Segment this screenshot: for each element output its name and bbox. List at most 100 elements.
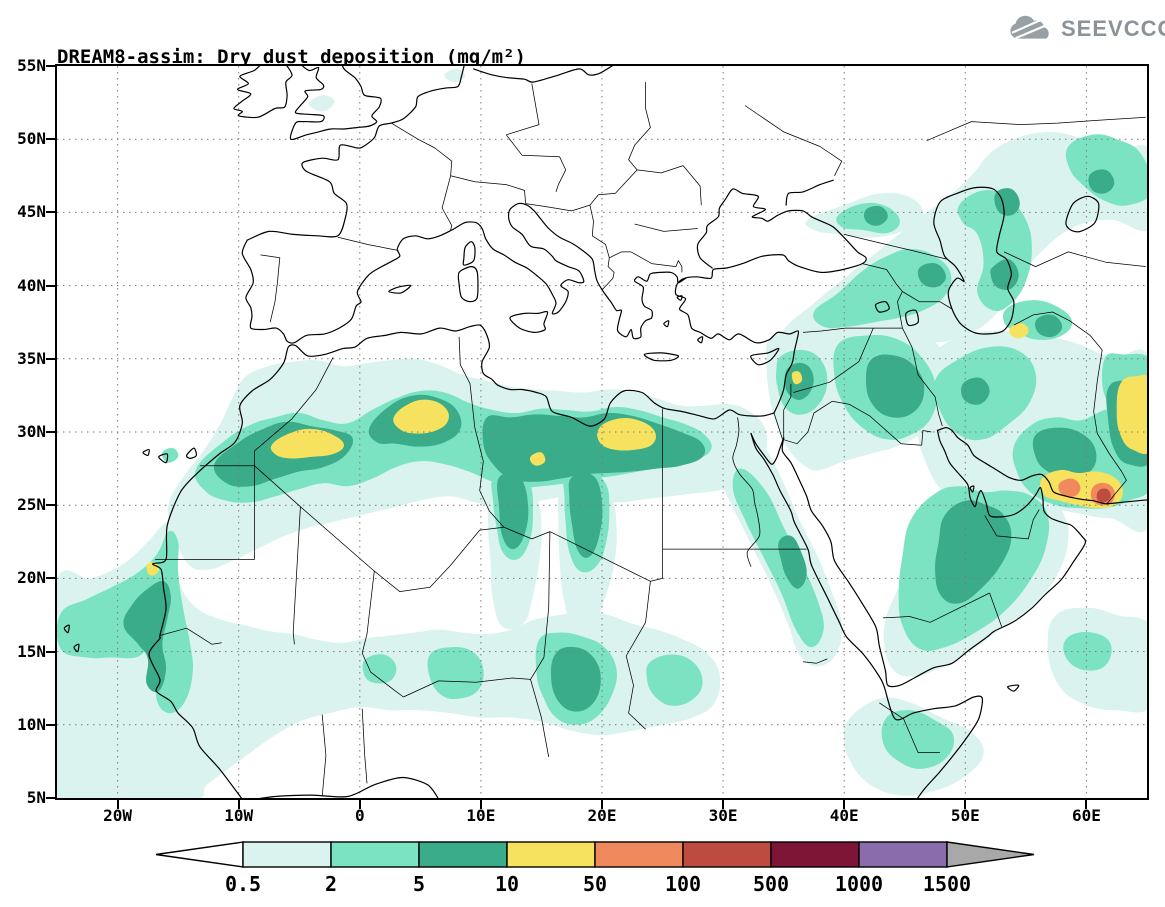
lat-tick-55N: [46, 65, 55, 67]
coastline: [750, 432, 785, 465]
lat-tick-10N: [46, 723, 55, 726]
dust-field-level4: [1058, 478, 1081, 498]
lat-label-40N: 40N: [17, 275, 46, 295]
country-border: [832, 400, 922, 446]
coastline: [509, 310, 549, 334]
colorbar-cell-5: [682, 841, 772, 868]
river: [732, 417, 761, 567]
dust-field-level3: [393, 399, 449, 434]
lon-tick-30E: [722, 800, 725, 809]
country-border: [902, 327, 943, 427]
country-border: [1093, 349, 1127, 504]
coastline: [785, 179, 834, 206]
lat-label-5N: 5N: [26, 788, 46, 807]
coastline: [63, 624, 70, 634]
lon-label-20W: 20W: [103, 806, 132, 825]
lat-label-20N: 20N: [17, 568, 46, 588]
dust-field-level0: [444, 68, 466, 83]
colorbar-label-1500: 1500: [922, 872, 972, 896]
dust-field-level5: [1096, 488, 1111, 503]
lat-label-45N: 45N: [17, 202, 46, 222]
country-border: [159, 627, 222, 645]
country-border: [337, 236, 399, 251]
country-border: [793, 327, 874, 393]
seevccc-logo-text: SEEVCCC: [1061, 16, 1165, 41]
country-border: [458, 336, 476, 428]
country-border: [882, 592, 990, 623]
dust-field-level1: [881, 710, 955, 769]
country-border: [802, 658, 828, 664]
dust-field-level0: [308, 95, 335, 112]
dust-field-level2: [994, 188, 1020, 216]
country-border: [862, 263, 903, 329]
colorbar-label-100: 100: [664, 872, 702, 896]
dust-deposition-map: [57, 66, 1147, 798]
colorbar-below-min-arrow: [155, 841, 244, 868]
country-border: [292, 506, 301, 645]
lon-label-0: 0: [354, 806, 365, 825]
country-border: [921, 430, 932, 446]
lat-tick-15N: [46, 650, 55, 653]
dust-field-level3: [791, 371, 803, 385]
dust-field-level1: [646, 654, 703, 706]
colorbar-cell-0: [242, 841, 332, 868]
lon-tick-0: [358, 800, 361, 809]
country-border: [361, 708, 368, 784]
colorbar-cell-1: [330, 841, 420, 868]
dust-field-level3: [529, 452, 546, 466]
coastline: [148, 324, 775, 798]
coastline: [1007, 684, 1020, 692]
lat-label-10N: 10N: [17, 714, 46, 734]
coastline: [158, 453, 169, 464]
coastline: [781, 429, 1087, 688]
country-border: [630, 251, 683, 273]
coastline: [933, 186, 1015, 335]
lat-label-15N: 15N: [17, 641, 46, 661]
country-border: [450, 175, 527, 204]
coastline: [462, 241, 476, 266]
country-border: [361, 571, 404, 698]
lat-tick-50N: [46, 138, 55, 141]
country-border: [155, 465, 255, 560]
coastline: [473, 66, 614, 83]
colorbar-cell-3: [506, 841, 596, 868]
dust-field-level2: [1088, 169, 1115, 194]
dust-field-level2: [568, 472, 603, 558]
country-border: [260, 254, 281, 323]
coastline: [874, 300, 890, 313]
lon-label-50E: 50E: [950, 806, 980, 825]
colorbar-cell-6: [770, 841, 860, 868]
lon-label-60E: 60E: [1071, 806, 1101, 825]
colorbar-label-2: 2: [324, 872, 338, 896]
colorbar-label-0.5: 0.5: [224, 872, 262, 896]
coastline: [643, 352, 680, 362]
country-border: [525, 193, 616, 212]
country-border: [609, 251, 632, 259]
coastline: [697, 336, 704, 344]
lat-label-30N: 30N: [17, 422, 46, 441]
lat-label-50N: 50N: [17, 129, 46, 149]
country-border: [1013, 311, 1103, 351]
coastline: [246, 66, 465, 241]
coastline: [969, 485, 975, 493]
country-border: [441, 175, 453, 231]
lat-label-35N: 35N: [17, 348, 46, 368]
lat-label-55N: 55N: [17, 56, 46, 75]
lon-tick-10W: [237, 800, 240, 809]
colorbar-above-max-arrow: [946, 841, 1035, 868]
coastline: [241, 202, 687, 344]
coastline: [388, 284, 412, 294]
lat-tick-20N: [46, 577, 55, 580]
colorbar-cell-4: [594, 841, 684, 868]
lon-label-30E: 30E: [708, 806, 738, 825]
seevccc-logo: SEEVCCC: [1008, 14, 1165, 44]
country-border: [505, 83, 560, 158]
colorbar-label-50: 50: [582, 872, 608, 896]
dust-field-level2: [960, 377, 990, 405]
dust-field-level3: [270, 428, 344, 459]
coastline: [936, 427, 1147, 505]
lon-label-10W: 10W: [224, 806, 254, 825]
country-border: [254, 465, 504, 592]
coastline: [674, 188, 867, 414]
